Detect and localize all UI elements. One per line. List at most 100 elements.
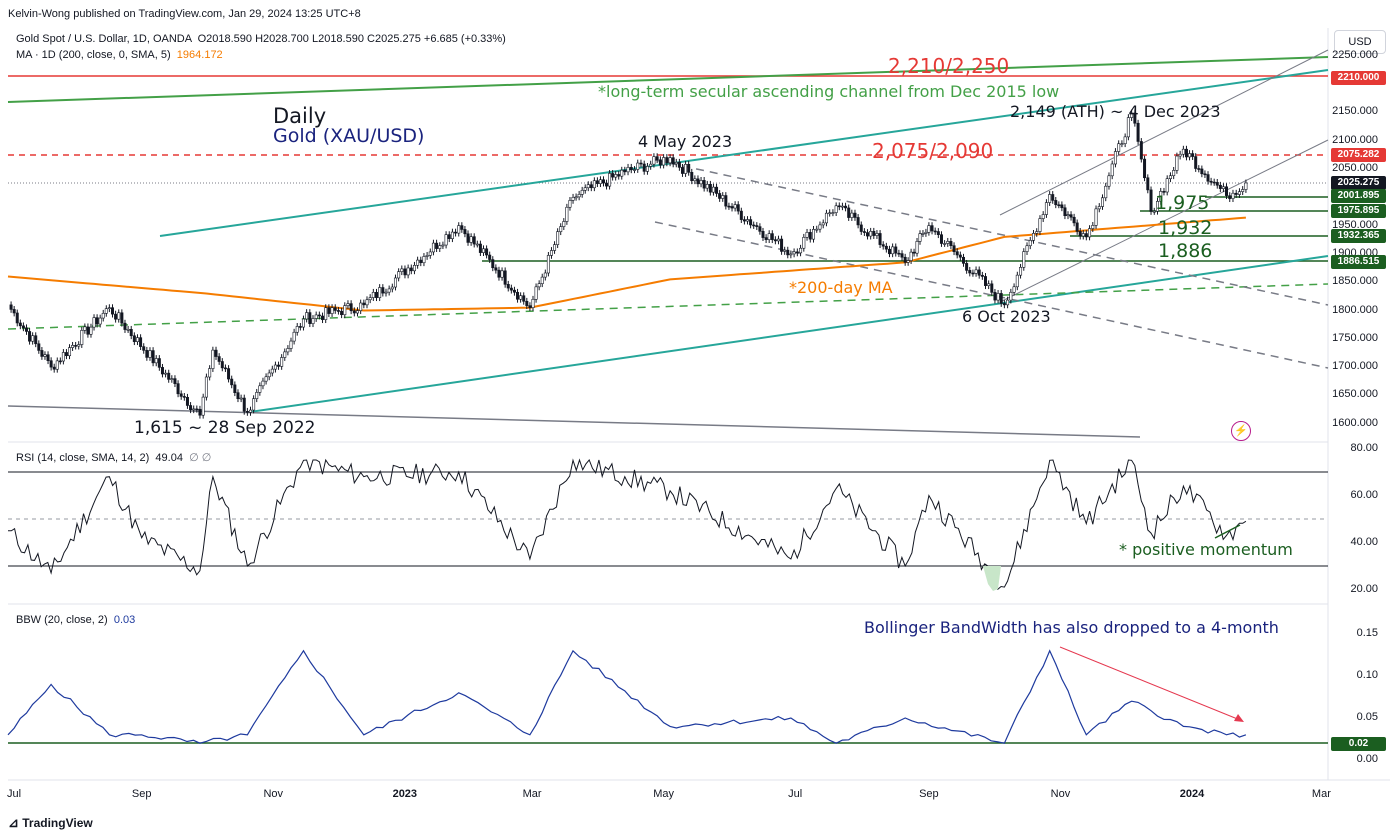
rsi-legend[interactable]: RSI (14, close, SMA, 14, 2) 49.04 ∅ ∅ [16,451,211,464]
candle-body [955,251,959,256]
candle-body [903,256,907,263]
candle-body [61,352,65,362]
tradingview-logo[interactable]: ⊿ TradingView [8,815,93,831]
candle-body [295,326,299,333]
candle-body [1159,191,1163,202]
candle-body [403,268,407,276]
currency-button[interactable]: USD [1334,30,1386,54]
candle-body [132,335,136,342]
candle-body [273,364,277,370]
candle-body [1038,218,1042,232]
candle-body [249,409,253,413]
label-may-high: 4 May 2023 [638,132,733,151]
candle-body [346,303,350,306]
candle-body [252,398,256,411]
candle-body [258,385,262,393]
bbw-tick-label: 0.10 [1356,669,1378,681]
candle-body [1133,112,1137,124]
candle-body [933,230,937,233]
candle-body [776,238,780,242]
candle-body [795,251,799,254]
candle-body [500,270,504,278]
candle-body [503,270,507,285]
candle-body [987,283,991,286]
candle-body [1054,200,1058,206]
candle-body [58,360,62,363]
candle-body [1221,186,1225,189]
candle-body [540,276,544,284]
label-support-1975: 1,975 [1155,192,1210,214]
candle-body [409,267,413,272]
candle-body [752,224,756,227]
candle-body [28,331,32,342]
candle-body [927,225,931,233]
candle-body [828,212,832,215]
candle-body [583,187,587,191]
label-secular-channel: *long-term secular ascending channel fro… [598,82,1060,101]
candle-body [1218,184,1222,189]
candle-body [485,248,489,256]
candle-body [755,225,759,227]
candle-body [711,186,715,193]
candle-body [220,361,224,369]
candle-body [821,222,825,226]
candle-body [1168,175,1172,180]
candle-body [730,206,734,209]
candle-body [460,225,464,230]
candle-body [853,212,857,218]
candle-body [665,157,669,164]
candle-body [897,252,901,255]
candle-body [824,212,828,224]
candle-body [80,330,84,345]
candle-body [1104,185,1108,199]
candle-body [255,392,259,399]
candle-body [522,295,526,302]
candle-body [506,284,510,289]
candle-body [543,272,547,278]
candle-body [173,378,177,384]
time-tick-label: Nov [263,788,284,800]
candle-body [872,231,876,236]
candle-body [182,396,186,398]
candle-body [742,219,746,222]
candle-body [170,378,174,380]
candle-body [314,314,318,319]
candle-body [1022,251,1026,268]
candle-body [930,225,934,232]
ma-legend[interactable]: MA · 1D (200, close, 0, SMA, 5) 1964.172 [16,49,223,61]
candle-body [687,163,691,173]
alert-icon[interactable]: ⚡ [1231,421,1251,441]
candle-body [980,274,984,277]
bbw-legend[interactable]: BBW (20, close, 2) 0.03 [16,614,135,626]
candle-body [46,354,50,361]
candle-body [71,345,75,348]
candle-body [270,368,274,374]
candle-body [1212,181,1216,184]
candle-body [866,232,870,237]
candle-body [214,349,218,357]
time-tick-label: May [653,788,674,800]
candle-body [378,287,382,298]
bbw-line [7,649,1247,744]
candle-body [457,225,461,234]
candle-body [292,331,296,342]
candle-body [15,312,19,324]
candle-body [321,315,325,320]
candle-body [1091,225,1095,229]
rsi-tick-label: 60.00 [1350,488,1378,501]
candle-body [95,317,99,325]
candle-body [736,204,740,212]
candle-body [696,178,700,185]
candle-body [126,329,130,331]
bbw-tick-label: 0.05 [1356,711,1378,723]
bbw-tick-label: 0.00 [1356,753,1378,765]
instrument-legend[interactable]: Gold Spot / U.S. Dollar, 1D, OANDA O2018… [16,33,506,45]
label-ma200: *200-day MA [789,278,893,297]
candle-body [428,251,432,256]
candle-body [1237,191,1241,195]
candle-body [559,226,563,232]
candle-body [936,231,940,235]
candle-body [1069,214,1073,218]
candle-body [336,310,340,312]
